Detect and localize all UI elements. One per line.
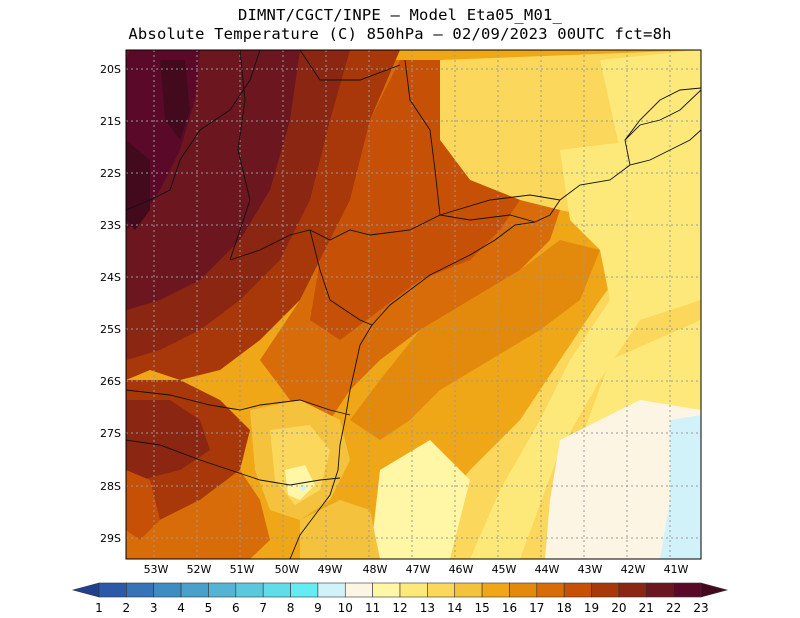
colorbar-label: 18 <box>557 601 572 615</box>
latitude-labels: 20S 21S 22S 23S 24S 25S 26S 27S 28S 29S <box>100 63 121 545</box>
colorbar-label: 5 <box>205 601 213 615</box>
lon-label: 49W <box>318 563 343 576</box>
colorbar-label: 6 <box>232 601 240 615</box>
colorbar-label: 7 <box>259 601 267 615</box>
lon-label: 44W <box>535 563 560 576</box>
lat-label: 27S <box>100 427 121 440</box>
colorbar-swatch <box>372 582 401 598</box>
colorbar-label: 3 <box>150 601 158 615</box>
colorbar-label: 8 <box>287 601 295 615</box>
colorbar-label: 15 <box>474 601 489 615</box>
map-frame <box>125 49 702 560</box>
colorbar-label: 21 <box>639 601 654 615</box>
colorbar-swatch <box>344 582 373 598</box>
colorbar-label: 11 <box>365 601 380 615</box>
lat-label: 29S <box>100 532 121 545</box>
colorbar-swatch <box>208 582 237 598</box>
colorbar-swatch <box>591 582 620 598</box>
colorbar-swatch <box>317 582 346 598</box>
colorbar-swatch <box>98 582 127 598</box>
lon-label: 42W <box>621 563 646 576</box>
colorbar-swatch <box>509 582 538 598</box>
colorbar-swatch <box>153 582 182 598</box>
lon-label: 43W <box>578 563 603 576</box>
lon-label: 41W <box>664 563 689 576</box>
colorbar-swatch <box>481 582 510 598</box>
lat-label: 24S <box>100 271 121 284</box>
lat-label: 26S <box>100 375 121 388</box>
colorbar-label: 20 <box>611 601 626 615</box>
colorbar <box>71 582 729 598</box>
colorbar-swatch <box>235 582 264 598</box>
temperature-field <box>126 50 701 559</box>
colorbar-label: 12 <box>392 601 407 615</box>
colorbar-label: 2 <box>123 601 131 615</box>
coastline-borders <box>126 50 701 559</box>
colorbar-swatch <box>262 582 291 598</box>
colorbar-arrow-low <box>71 582 100 598</box>
colorbar-label: 14 <box>447 601 462 615</box>
colorbar-label: 9 <box>314 601 322 615</box>
colorbar-label: 19 <box>584 601 599 615</box>
colorbar-swatch <box>180 582 209 598</box>
lon-label: 46W <box>449 563 474 576</box>
map-grid <box>126 50 701 559</box>
colorbar-labels: 1 2 3 4 5 6 7 8 9 10 11 12 13 14 15 16 17 18 19 20 21 22 23 <box>95 601 708 615</box>
colorbar-label: 10 <box>338 601 353 615</box>
lon-label: 47W <box>406 563 431 576</box>
chart-title-line1: DIMNT/CGCT/INPE – Model Eta05_M01_ <box>237 6 563 24</box>
lon-label: 45W <box>492 563 517 576</box>
colorbar-swatch <box>126 582 155 598</box>
colorbar-label: 22 <box>666 601 681 615</box>
colorbar-arrow-high <box>700 582 729 598</box>
colorbar-swatch <box>618 582 647 598</box>
colorbar-swatch <box>454 582 483 598</box>
colorbar-label: 17 <box>529 601 544 615</box>
colorbar-swatch <box>563 582 592 598</box>
colorbar-label: 4 <box>177 601 185 615</box>
colorbar-label: 13 <box>420 601 435 615</box>
lat-label: 25S <box>100 323 121 336</box>
longitude-labels: 53W 52W 51W 50W 49W 48W 47W 46W 45W 44W … <box>144 563 689 576</box>
colorbar-swatch <box>673 582 702 598</box>
lat-label: 20S <box>100 63 121 76</box>
lat-label: 23S <box>100 219 121 232</box>
lat-label: 21S <box>100 115 121 128</box>
colorbar-swatch <box>399 582 428 598</box>
colorbar-label: 16 <box>502 601 517 615</box>
colorbar-swatch <box>536 582 565 598</box>
colorbar-label: 1 <box>95 601 103 615</box>
lon-label: 51W <box>230 563 255 576</box>
lat-label: 22S <box>100 167 121 180</box>
lon-label: 50W <box>275 563 300 576</box>
colorbar-swatch <box>645 582 674 598</box>
lon-label: 53W <box>144 563 169 576</box>
colorbar-label: 23 <box>693 601 708 615</box>
chart-title-line2: Absolute Temperature (C) 850hPa – 02/09/… <box>128 25 672 43</box>
lat-label: 28S <box>100 480 121 493</box>
lon-label: 52W <box>187 563 212 576</box>
colorbar-swatch <box>427 582 456 598</box>
colorbar-swatch <box>290 582 319 598</box>
lon-label: 48W <box>363 563 388 576</box>
